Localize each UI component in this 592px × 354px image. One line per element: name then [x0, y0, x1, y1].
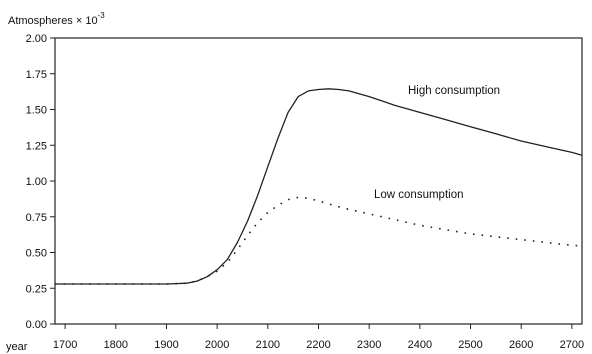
y-tick-label: 1.50	[26, 105, 47, 117]
y-axis-unit-label: Atmospheres × 10-3	[8, 11, 105, 27]
x-tick-label: 1900	[154, 339, 178, 351]
series-layer	[55, 88, 583, 285]
series-line-low-consumption	[55, 196, 583, 285]
x-tick-label: 2000	[205, 339, 229, 351]
annotation-high-consumption: High consumption	[408, 85, 500, 97]
y-tick-label: 1.00	[26, 176, 47, 188]
x-tick-label: 1800	[104, 339, 128, 351]
x-axis: 1700 1800 1900 2000 2100 2200 2300 2400 2500 2600…	[53, 324, 584, 351]
x-tick-label: 2600	[509, 339, 533, 351]
series-line-high-consumption	[55, 88, 583, 285]
x-tick-label: 2500	[458, 339, 482, 351]
y-tick-label: 1.75	[26, 69, 47, 81]
plot-frame	[54, 37, 583, 325]
y-axis: 0.00 0.25 0.50 0.75 1.00 1.25 1.50 1.75 2.00	[26, 33, 55, 331]
y-tick-label: 2.00	[26, 33, 47, 45]
x-tick-label: 2400	[408, 339, 432, 351]
x-tick-label: 2200	[306, 339, 330, 351]
y-tick-label: 0.50	[26, 248, 47, 260]
annotation-low-consumption: Low consumption	[374, 189, 464, 201]
y-tick-label: 0.25	[26, 283, 47, 295]
y-tick-label: 0.00	[26, 319, 47, 331]
x-tick-label: 2700	[560, 339, 584, 351]
x-axis-title: year	[6, 341, 28, 353]
y-tick-label: 0.75	[26, 212, 47, 224]
x-tick-label: 2100	[256, 339, 280, 351]
x-tick-label: 1700	[53, 339, 77, 351]
x-tick-label: 2300	[357, 339, 381, 351]
y-tick-label: 1.25	[26, 140, 47, 152]
